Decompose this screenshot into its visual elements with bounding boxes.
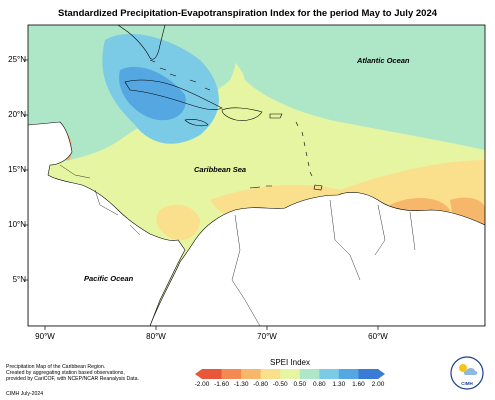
- sun-icon: [459, 364, 467, 372]
- border-suriname-guiana: [409, 211, 416, 251]
- legend-swatch: [358, 369, 379, 379]
- legend-tick-label: -0.80: [253, 381, 269, 388]
- map-border: [27, 24, 486, 327]
- legend-tick-label: 1.60: [352, 381, 365, 388]
- country-borders: [59, 164, 416, 326]
- legend-tick-label: 2.00: [371, 381, 385, 388]
- islands: [117, 25, 323, 191]
- x-tick-70w: 70°W: [257, 332, 277, 341]
- spei-zone-cyan-north: [160, 25, 485, 150]
- cimh-logo-text: CIMH: [461, 381, 473, 386]
- legend-tick-label: 0.80: [313, 381, 326, 388]
- cuba: [124, 79, 223, 110]
- legend-swatch: [202, 369, 222, 379]
- y-tick-10n: 10°N: [8, 220, 26, 229]
- legend-title: SPEI Index: [269, 358, 311, 367]
- landmasses: [28, 121, 485, 326]
- trinidad: [313, 184, 323, 191]
- legend-swatch: [338, 369, 359, 379]
- y-tick-20n: 20°N: [8, 110, 26, 119]
- legend-arrow-left: [195, 369, 202, 379]
- spei-field: [28, 25, 485, 326]
- legend-arrow-right: [378, 369, 385, 379]
- legend-swatch: [299, 369, 320, 379]
- border-guyana-suriname: [374, 204, 386, 256]
- lesser-antilles: [295, 121, 313, 177]
- legend-tick-label: -1.60: [214, 381, 229, 388]
- jamaica: [184, 119, 209, 127]
- puerto-rico: [269, 113, 283, 119]
- legend-swatch: [241, 369, 261, 379]
- label-atlantic-ocean: Atlantic Ocean: [357, 56, 410, 65]
- border-colombia-venezuela: [231, 214, 261, 326]
- legend-tick-label: 1.30: [332, 381, 346, 388]
- x-tick-90w: 90°W: [35, 332, 55, 341]
- legend-swatch: [260, 369, 281, 379]
- label-caribbean-sea: Caribbean Sea: [194, 165, 247, 174]
- credit-line-4: CIMH July-2024: [6, 391, 44, 397]
- credit-line-1: Precipitation Map of the Caribbean Regio…: [6, 364, 106, 370]
- abc-islands: [249, 185, 272, 189]
- hispaniola: [221, 107, 263, 121]
- central-america: [28, 121, 186, 326]
- cimh-logo: [450, 356, 484, 390]
- label-pacific-ocean: Pacific Ocean: [84, 274, 134, 283]
- legend-tick-label: -1.30: [233, 381, 249, 388]
- legend-swatch: [280, 369, 301, 379]
- legend-tick-label: 0.50: [293, 381, 307, 388]
- bahamas: [149, 59, 211, 91]
- axis-ticks: [24, 59, 379, 330]
- border-venezuela-guyana: [329, 199, 361, 281]
- legend-colorbar: [195, 369, 385, 379]
- credit-line-3: provided by CariCOF, with NCEP/NCAR Rean…: [6, 376, 139, 382]
- legend-swatch: [319, 369, 340, 379]
- legend-tick-label: -0.50: [272, 381, 288, 388]
- x-tick-80w: 80°W: [146, 332, 166, 341]
- credit-line-2: Created by aggregating station based obs…: [6, 370, 125, 376]
- x-tick-60w: 60°W: [368, 332, 388, 341]
- y-tick-15n: 15°N: [8, 165, 26, 174]
- border-costa-rica: [129, 224, 141, 236]
- spei-zone-yellow-panama: [156, 204, 200, 241]
- cloud-icon: [463, 368, 478, 375]
- florida-coast: [117, 25, 166, 60]
- south-america: [149, 191, 485, 326]
- border-mexico-guatemala: [59, 164, 91, 179]
- legend-swatch: [221, 369, 242, 379]
- y-tick-25n: 25°N: [8, 55, 26, 64]
- map-title: Standardized Precipitation-Evapotranspir…: [57, 8, 438, 19]
- y-tick-5n: 5°N: [12, 275, 26, 284]
- legend-tick-label: -2.00: [194, 381, 210, 388]
- border-honduras-nicaragua: [94, 189, 119, 216]
